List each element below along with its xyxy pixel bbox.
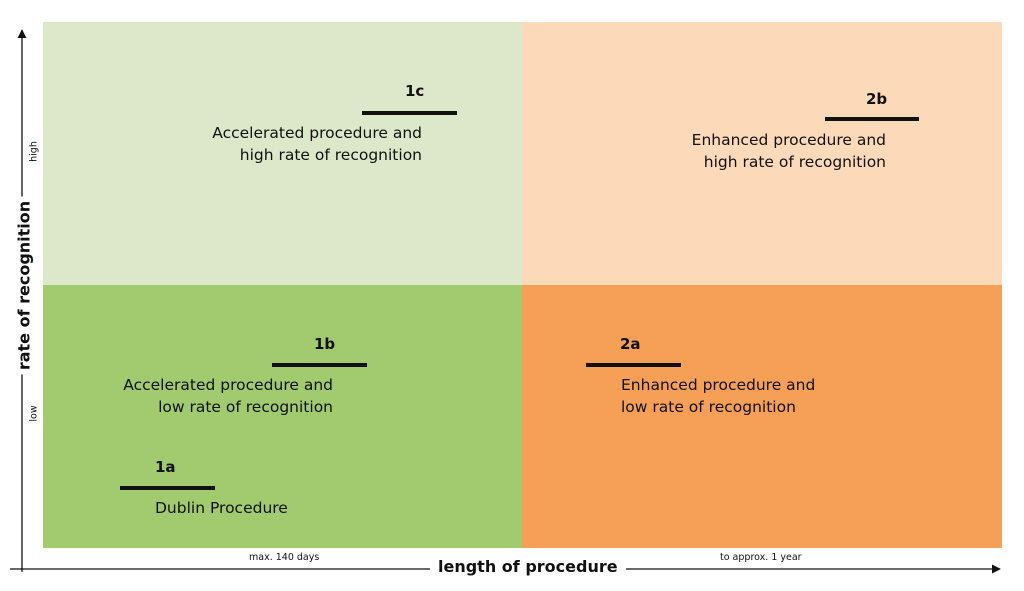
quadrant-bottom-right bbox=[522, 285, 1002, 548]
code-2b: 2b bbox=[866, 90, 888, 108]
quadrant-bottom-left bbox=[43, 285, 522, 548]
label-2a-line1: Enhanced procedure and bbox=[621, 376, 816, 394]
label-1a: Dublin Procedure bbox=[155, 497, 288, 519]
code-1a: 1a bbox=[155, 458, 176, 476]
x-tick-right: to approx. 1 year bbox=[720, 552, 802, 563]
code-1c: 1c bbox=[405, 82, 425, 100]
label-1c: Accelerated procedure and high rate of r… bbox=[212, 122, 422, 166]
quadrant-top-right bbox=[522, 22, 1002, 285]
marker-bar-1c bbox=[362, 111, 457, 115]
label-1b: Accelerated procedure and low rate of re… bbox=[123, 374, 333, 418]
label-1b-line1: Accelerated procedure and bbox=[123, 376, 333, 394]
x-tick-left: max. 140 days bbox=[249, 552, 320, 563]
y-axis-title: rate of recognition bbox=[14, 196, 34, 375]
x-axis-title: length of procedure bbox=[430, 557, 626, 576]
code-1b: 1b bbox=[314, 335, 336, 353]
label-2a-line2: low rate of recognition bbox=[621, 398, 796, 416]
label-2b: Enhanced procedure and high rate of reco… bbox=[692, 129, 886, 173]
label-1a-line1: Dublin Procedure bbox=[155, 499, 288, 517]
marker-bar-2a bbox=[586, 363, 681, 367]
label-1c-line2: high rate of recognition bbox=[239, 146, 422, 164]
y-tick-low: low bbox=[28, 405, 40, 422]
marker-bar-2b bbox=[825, 117, 919, 121]
y-tick-high: high bbox=[28, 141, 40, 162]
label-1c-line1: Accelerated procedure and bbox=[212, 124, 422, 142]
label-2b-line2: high rate of recognition bbox=[703, 153, 886, 171]
label-2b-line1: Enhanced procedure and bbox=[691, 131, 886, 149]
marker-bar-1a bbox=[120, 486, 215, 490]
label-1b-line2: low rate of recognition bbox=[158, 398, 333, 416]
quadrant-top-left bbox=[43, 22, 522, 285]
label-2a: Enhanced procedure and low rate of recog… bbox=[621, 374, 815, 418]
code-2a: 2a bbox=[620, 335, 641, 353]
marker-bar-1b bbox=[272, 363, 367, 367]
